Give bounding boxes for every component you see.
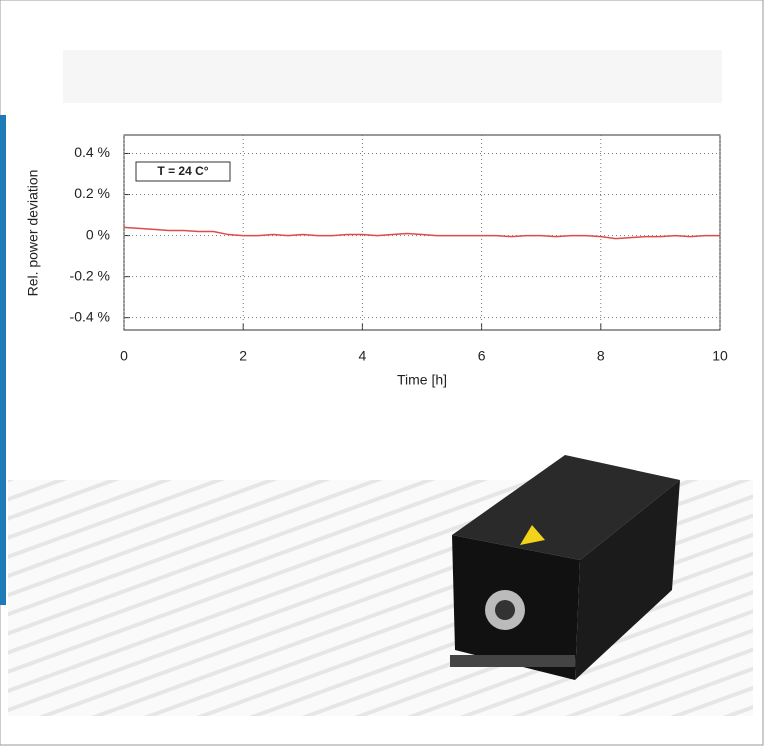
x-tick-label: 6 xyxy=(478,348,486,364)
product-image xyxy=(450,455,680,680)
annotation: T = 24 C° xyxy=(157,164,208,178)
y-tick-label: 0.2 % xyxy=(74,185,110,201)
x-tick-label: 10 xyxy=(712,348,728,364)
annotation-box xyxy=(135,161,231,182)
y-tick-label: -0.2 % xyxy=(70,267,110,283)
x-tick-label: 0 xyxy=(120,348,128,364)
x-tick-label: 2 xyxy=(239,348,247,364)
header-band xyxy=(63,50,722,103)
y-axis-label: Rel. power deviation xyxy=(25,170,41,297)
data-line xyxy=(123,226,720,240)
x-tick-label: 4 xyxy=(359,348,367,364)
side-bar xyxy=(0,115,6,605)
y-tick-label: 0 % xyxy=(86,226,110,242)
x-tick-label: 8 xyxy=(597,348,605,364)
x-axis-label: Time [h] xyxy=(397,372,447,388)
y-tick-label: 0.4 % xyxy=(74,144,110,160)
y-tick-label: -0.4 % xyxy=(70,308,110,324)
